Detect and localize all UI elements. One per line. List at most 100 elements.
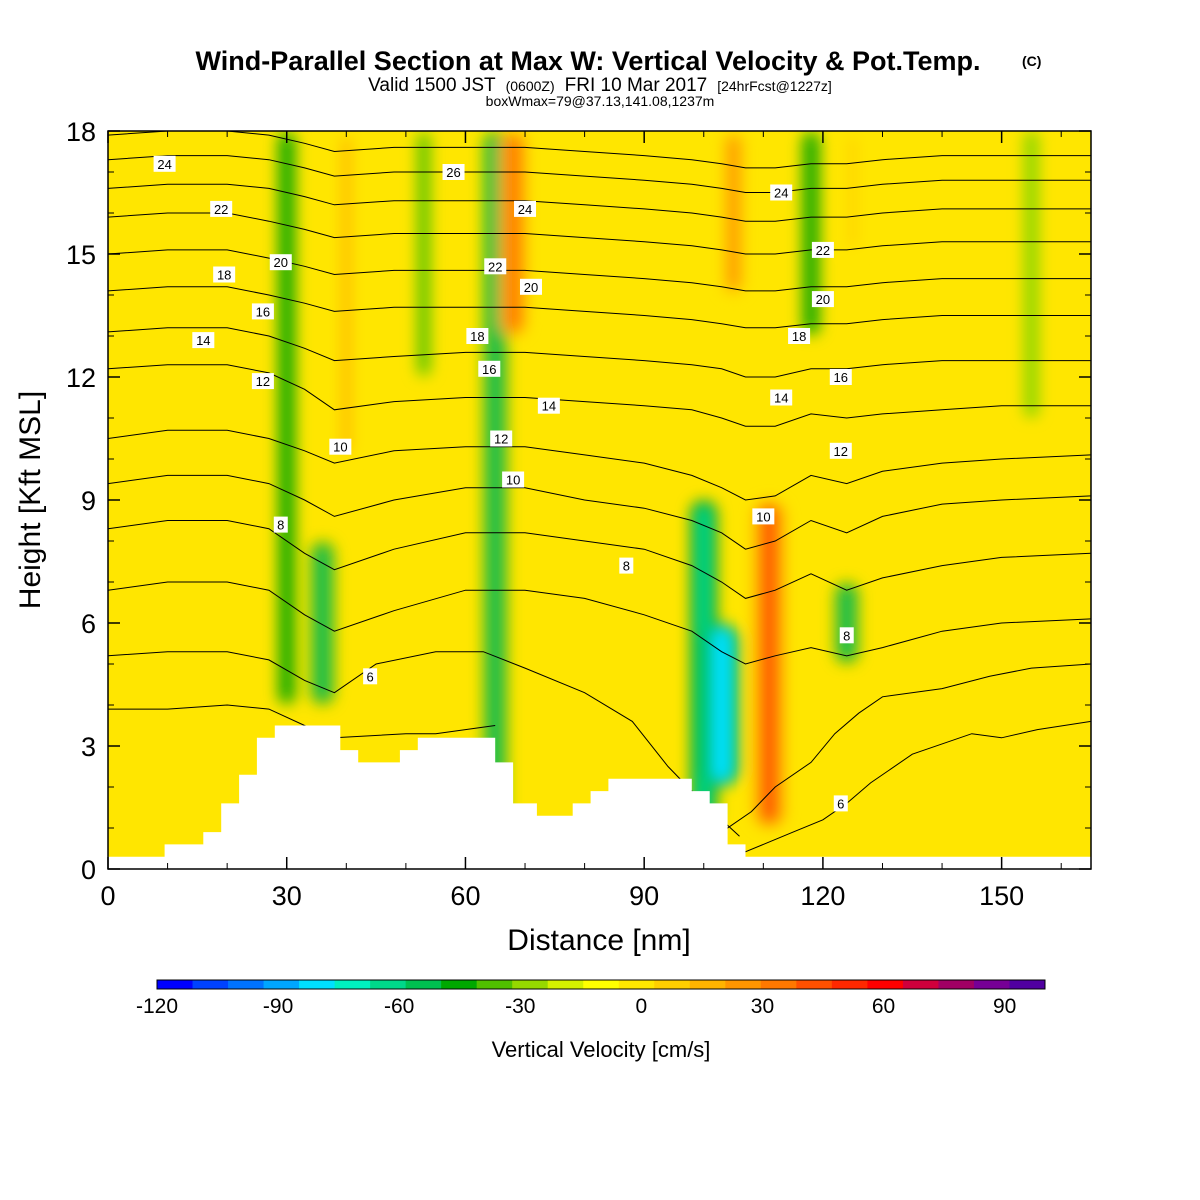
contour-label-bg xyxy=(829,442,852,459)
contour-label-bg xyxy=(478,360,501,377)
velocity-downdraft-core xyxy=(488,137,502,822)
colorbar-swatch xyxy=(618,980,655,989)
contour-label: 10 xyxy=(752,508,775,525)
contour-label: 22 xyxy=(210,200,233,217)
contour-label-text: 12 xyxy=(256,374,270,389)
y-tick-label: 18 xyxy=(66,117,96,147)
velocity-downdraft-core xyxy=(712,629,732,781)
title-main-suffix: (C) xyxy=(1022,53,1041,69)
contour-label: 20 xyxy=(519,278,542,295)
contour-label: 10 xyxy=(502,471,525,488)
x-tick-label: 0 xyxy=(100,881,115,911)
velocity-downdraft-core xyxy=(419,137,428,371)
velocity-updraft-core xyxy=(341,137,351,453)
contour-label-text: 10 xyxy=(506,473,520,488)
contour-label-bg xyxy=(770,389,793,406)
contour-label-text: 20 xyxy=(816,292,830,307)
colorbar-tick-label: -90 xyxy=(263,995,293,1018)
theta-contour xyxy=(691,663,1091,849)
colorbar-swatch xyxy=(689,980,726,989)
contour-label-text: 20 xyxy=(274,255,288,270)
y-axis: 0 3 6 9 12 15 18 xyxy=(66,117,1091,885)
velocity-downdraft-core xyxy=(805,137,816,330)
contour-label: 8 xyxy=(273,516,288,533)
contour-label-bg xyxy=(839,627,854,644)
colorbar-swatch xyxy=(547,980,584,989)
contour-label-text: 26 xyxy=(446,165,460,180)
contour-label: 22 xyxy=(484,258,507,275)
theta-contour xyxy=(108,474,1091,550)
colorbar-swatch xyxy=(902,980,939,989)
title-box-info: boxWmax=79@37.13,141.08,1237m xyxy=(486,93,715,109)
colorbar-tick-label: -120 xyxy=(136,995,178,1018)
theta-contour xyxy=(733,720,1091,858)
theta-contour xyxy=(108,327,1091,378)
colorbar-swatch xyxy=(370,980,407,989)
velocity-updraft-core xyxy=(761,506,778,822)
colorbar-swatch xyxy=(725,980,762,989)
colorbar-swatch xyxy=(405,980,442,989)
contour-label-text: 8 xyxy=(623,559,630,574)
contour-label-text: 8 xyxy=(843,628,850,643)
contour-label: 26 xyxy=(442,164,465,180)
contour-label-text: 24 xyxy=(157,157,171,172)
contour-label: 20 xyxy=(269,254,292,271)
contour-label-text: 10 xyxy=(756,509,770,524)
contour-label-text: 12 xyxy=(834,444,848,459)
contour-label-bg xyxy=(153,155,176,172)
x-tick-label: 150 xyxy=(979,881,1024,911)
theta-contour xyxy=(108,155,1091,193)
y-tick-label: 0 xyxy=(81,855,96,885)
y-axis-title: Height [Kft MSL] xyxy=(14,391,47,609)
y-tick-label: 15 xyxy=(66,240,96,270)
velocity-updraft-core xyxy=(727,137,740,289)
title-main: Wind-Parallel Section at Max W: Vertical… xyxy=(196,46,981,76)
contour-label-bg xyxy=(811,241,834,258)
contour-label: 20 xyxy=(811,291,834,308)
contour-label-text: 16 xyxy=(834,370,848,385)
theta-contour xyxy=(108,286,1091,329)
contour-label-bg xyxy=(490,430,513,447)
colorbar-swatch xyxy=(867,980,904,989)
contour-label-bg xyxy=(442,164,465,180)
title-forecast: [24hrFcst@1227z] xyxy=(717,78,832,94)
x-tick-label: 60 xyxy=(450,881,480,911)
theta-contour xyxy=(108,581,1091,665)
title-valid-line: Valid 1500 JST (0600Z) FRI 10 Mar 2017 [… xyxy=(368,75,832,96)
contour-label-bg xyxy=(213,266,236,283)
contour-label-text: 16 xyxy=(256,304,270,319)
theta-contour xyxy=(108,651,740,837)
y-tick-label: 9 xyxy=(81,486,96,516)
colorbar: -120 -90 -60 -30 0 30 60 90 xyxy=(136,979,1046,1018)
contour-label: 16 xyxy=(251,303,274,320)
contour-label-bg xyxy=(273,516,288,533)
contour-label-bg xyxy=(788,328,811,344)
contour-label-bg xyxy=(770,184,793,201)
contour-label-text: 6 xyxy=(367,669,374,684)
colorbar-swatch xyxy=(263,980,300,989)
colorbar-swatch xyxy=(938,980,975,989)
contour-label-text: 22 xyxy=(488,259,502,274)
colorbar-swatch xyxy=(796,980,833,989)
colorbar-tick-label: 0 xyxy=(636,995,648,1018)
theta-contour xyxy=(108,429,1091,501)
contour-label-text: 18 xyxy=(217,268,231,283)
colorbar-swatch xyxy=(973,980,1010,989)
x-axis: 0 30 60 90 120 150 xyxy=(100,131,1062,911)
contour-label-text: 14 xyxy=(774,391,788,406)
contour-label-bg xyxy=(251,373,274,390)
theta-contour xyxy=(108,212,1091,255)
terrain-mask xyxy=(108,725,1091,869)
colorbar-swatch xyxy=(228,980,265,989)
colorbar-title: Vertical Velocity [cm/s] xyxy=(492,1037,711,1062)
velocity-downdraft-core xyxy=(316,547,329,699)
contour-label-text: 14 xyxy=(196,333,210,348)
contour-label-text: 24 xyxy=(774,186,788,201)
colorbar-tick-label: -60 xyxy=(384,995,414,1018)
contour-label: 24 xyxy=(514,200,537,217)
title-valid-date: FRI 10 Mar 2017 xyxy=(565,75,708,96)
contour-label: 24 xyxy=(153,155,176,172)
colorbar-tick-label: 90 xyxy=(993,995,1016,1018)
theta-contour xyxy=(108,183,1091,222)
